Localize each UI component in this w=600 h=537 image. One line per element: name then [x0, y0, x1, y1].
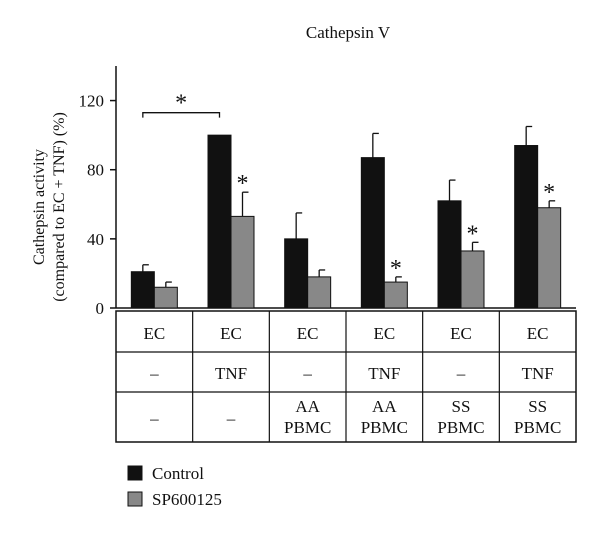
y-tick-label: 0: [96, 299, 105, 318]
bar-sp600125-4: [460, 250, 485, 309]
y-ticks: 0 40 80 120: [79, 92, 116, 318]
y-tick-label: 120: [79, 92, 105, 111]
table-cell-row2: –: [456, 364, 466, 383]
legend-swatch-sp600125: [127, 491, 143, 507]
table-cell-row3: PBMC: [514, 418, 561, 437]
significance-star: *: [467, 221, 479, 247]
legend-label-control: Control: [152, 464, 204, 483]
y-tick-label: 40: [87, 230, 104, 249]
bracket-line: [142, 112, 221, 118]
significance-star: *: [390, 256, 402, 282]
table-cell-row1: EC: [450, 324, 472, 343]
table-cell-row2: –: [149, 364, 159, 383]
bar-sp600125-0: [153, 286, 178, 309]
table-cell-row3: PBMC: [361, 418, 408, 437]
table-cell-row1: EC: [143, 324, 165, 343]
legend-swatch-control: [127, 465, 143, 481]
table-cell-row3: AA: [372, 397, 397, 416]
table-cells: EC – – EC TNF – EC – AA PBMC EC TNF AA PBMC EC – SS PBMC E…: [143, 311, 561, 442]
significance-star: *: [237, 171, 249, 197]
table-cell-row3: SS: [452, 397, 471, 416]
error-bars: [142, 125, 556, 288]
legend-label-sp600125: SP600125: [152, 490, 222, 509]
bar-control-0: [130, 271, 155, 309]
table-cell-row3: –: [149, 409, 159, 428]
bars: [130, 134, 562, 309]
table-cell-row2: TNF: [522, 364, 554, 383]
table-cell-row1: EC: [527, 324, 549, 343]
bar-sp600125-5: [537, 207, 562, 309]
y-axis-label-line1: Cathepsin activity: [31, 149, 48, 265]
bar-sp600125-2: [307, 276, 332, 309]
table-cell-row2: –: [302, 364, 312, 383]
table-cell-row1: EC: [373, 324, 395, 343]
table-cell-row3: PBMC: [437, 418, 484, 437]
table-cell-row2: TNF: [215, 364, 247, 383]
condition-table: EC – – EC TNF – EC – AA PBMC EC TNF AA PBMC EC – SS PBMC E…: [115, 310, 577, 443]
table-cell-row3: –: [226, 409, 236, 428]
bar-control-4: [437, 200, 462, 309]
bar-control-1: [207, 134, 232, 309]
bracket-star: *: [175, 91, 187, 117]
significance-bracket: *: [142, 91, 221, 118]
bar-control-2: [284, 238, 309, 309]
bar-control-3: [360, 157, 385, 309]
y-tick-label: 80: [87, 161, 104, 180]
table-cell-row3: AA: [295, 397, 320, 416]
y-axis-label: Cathepsin activity (compared to EC + TNF…: [31, 112, 68, 302]
legend: Control SP600125: [127, 464, 222, 509]
significance-markers: * * * *: [237, 171, 556, 282]
table-cell-row1: EC: [297, 324, 319, 343]
bar-sp600125-3: [383, 281, 408, 309]
significance-star: *: [543, 180, 555, 206]
table-cell-row1: EC: [220, 324, 242, 343]
bar-sp600125-1: [230, 215, 255, 309]
y-axis-label-line2: (compared to EC + TNF) (%): [51, 112, 68, 302]
chart-title: Cathepsin V: [306, 23, 391, 42]
table-cell-row3: SS: [528, 397, 547, 416]
table-cell-row3: PBMC: [284, 418, 331, 437]
table-cell-row2: TNF: [368, 364, 400, 383]
bar-control-5: [514, 145, 539, 309]
